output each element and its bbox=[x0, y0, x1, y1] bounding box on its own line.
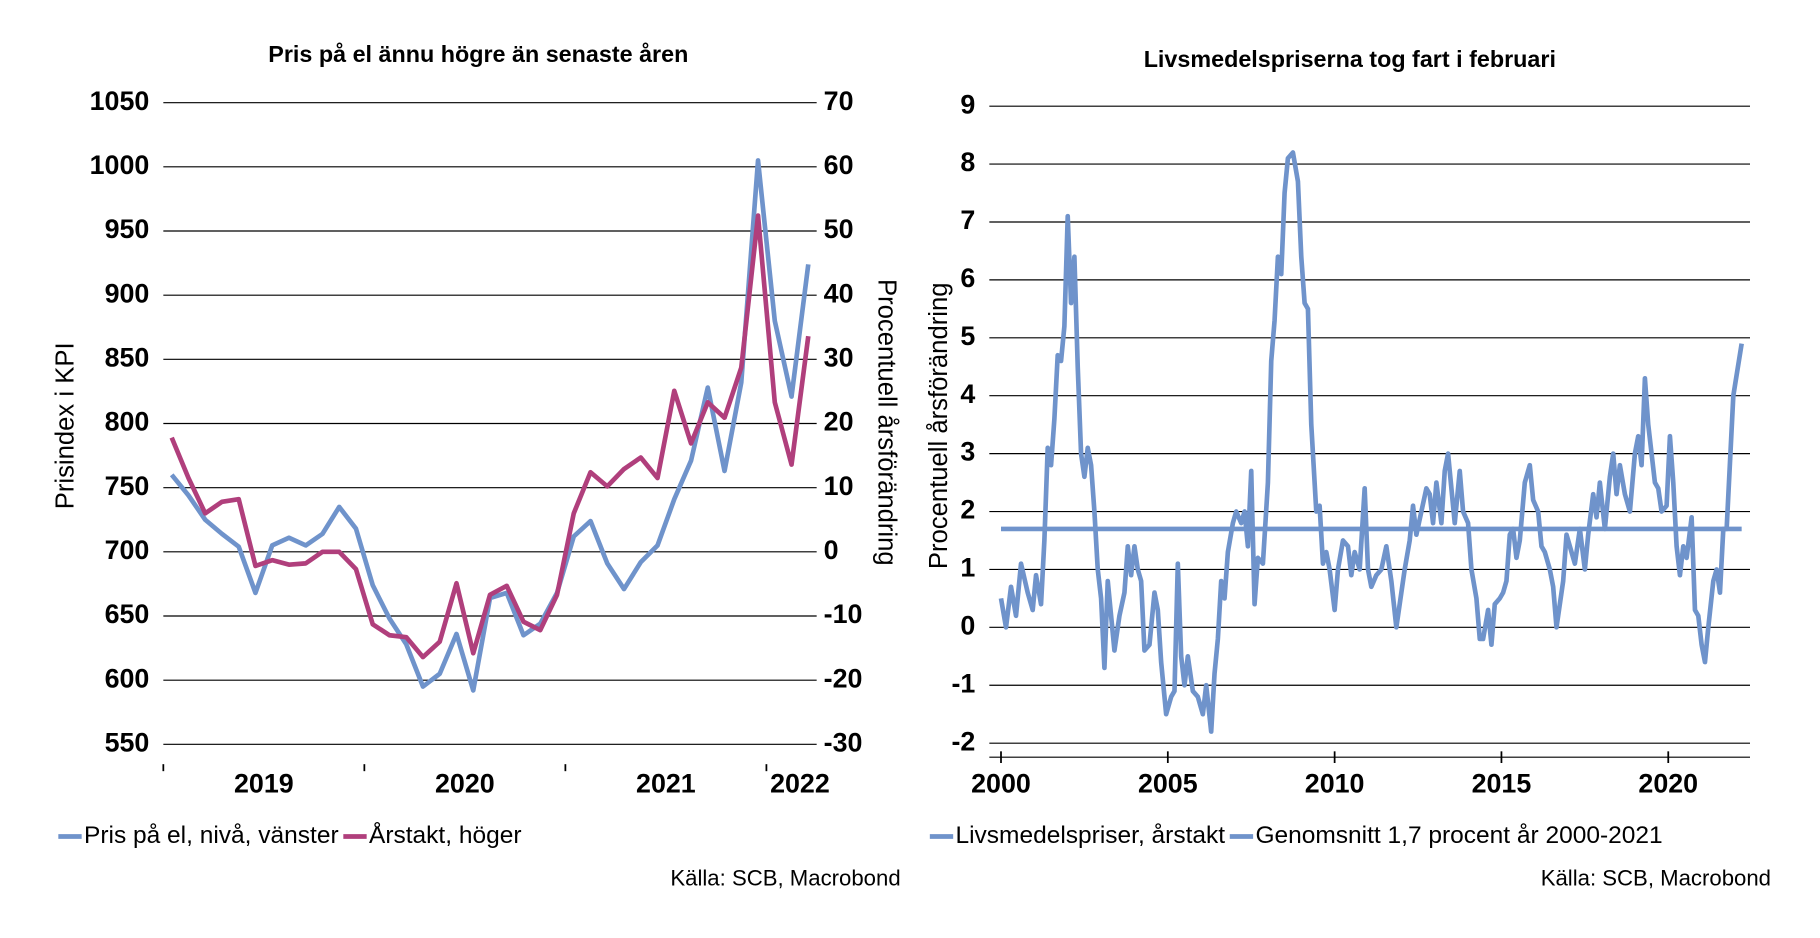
y-tick-label: 600 bbox=[105, 663, 150, 693]
y-tick-label: 9 bbox=[960, 89, 975, 119]
y-tick-label: -2 bbox=[951, 726, 975, 756]
y-axis-label: Procentuell årsförändring bbox=[925, 283, 953, 570]
y-axis-label: Prisindex i KPI bbox=[51, 342, 79, 509]
source: Källa: SCB, Macrobond bbox=[670, 866, 900, 891]
legend-label: Genomsnitt 1,7 procent år 2000-2021 bbox=[1255, 822, 1662, 849]
data-line bbox=[169, 213, 811, 660]
y-tick-label: 1 bbox=[960, 553, 975, 583]
y2-tick-label: 60 bbox=[824, 150, 854, 180]
x-tick-label: 2015 bbox=[1472, 768, 1532, 798]
y-tick-label: 0 bbox=[960, 610, 975, 640]
y2-tick-label: 10 bbox=[824, 471, 854, 501]
y2-tick-label: -30 bbox=[824, 727, 863, 757]
y2-tick-label: 0 bbox=[824, 535, 839, 565]
y-tick-label: 1050 bbox=[90, 86, 150, 116]
y-tick-label: 4 bbox=[960, 379, 975, 409]
y2-tick-label: 30 bbox=[824, 342, 854, 372]
y-tick-label: 1000 bbox=[90, 150, 150, 180]
y-tick-label: -1 bbox=[951, 668, 975, 698]
y2-tick-label: 50 bbox=[824, 214, 854, 244]
y2-tick-label: 70 bbox=[824, 86, 854, 116]
y2-tick-label: 40 bbox=[824, 278, 854, 308]
x-tick-label: 2020 bbox=[435, 768, 495, 798]
y-tick-label: 2 bbox=[960, 495, 975, 525]
x-tick-label: 2021 bbox=[636, 768, 696, 798]
x-tick-label: 2005 bbox=[1138, 768, 1198, 798]
y-tick-label: 5 bbox=[960, 321, 975, 351]
y2-axis-label: Procentuell årsförändring bbox=[873, 279, 901, 566]
y-tick-label: 700 bbox=[105, 535, 150, 565]
y-tick-label: 3 bbox=[960, 437, 975, 467]
chart-title: Pris på el ännu högre än senaste åren bbox=[268, 41, 688, 67]
y-tick-label: 950 bbox=[105, 214, 150, 244]
y2-tick-label: -10 bbox=[824, 599, 863, 629]
y-tick-label: 650 bbox=[105, 599, 150, 629]
y-tick-label: 850 bbox=[105, 342, 150, 372]
x-tick-label: 2022 bbox=[770, 768, 830, 798]
y-tick-label: 750 bbox=[105, 471, 150, 501]
x-tick-label: 2000 bbox=[971, 768, 1031, 798]
y-tick-label: 900 bbox=[105, 278, 150, 308]
legend-label: Årstakt, höger bbox=[369, 821, 522, 849]
source: Källa: SCB, Macrobond bbox=[1541, 866, 1771, 891]
y2-tick-label: -20 bbox=[824, 663, 863, 693]
legend-label: Livsmedelspriser, årstakt bbox=[955, 822, 1225, 849]
x-tick-label: 2010 bbox=[1305, 768, 1365, 798]
x-tick-label: 2020 bbox=[1638, 768, 1698, 798]
y-tick-label: 7 bbox=[960, 205, 975, 235]
legend-label: Pris på el, nivå, vänster bbox=[84, 822, 339, 849]
y-tick-label: 550 bbox=[105, 727, 150, 757]
x-tick-label: 2019 bbox=[234, 768, 294, 798]
y-tick-label: 8 bbox=[960, 147, 975, 177]
y-tick-label: 6 bbox=[960, 263, 975, 293]
chart-title: Livsmedelspriserna tog fart i februari bbox=[1144, 46, 1556, 72]
y-tick-label: 800 bbox=[105, 407, 150, 437]
y2-tick-label: 20 bbox=[824, 407, 854, 437]
